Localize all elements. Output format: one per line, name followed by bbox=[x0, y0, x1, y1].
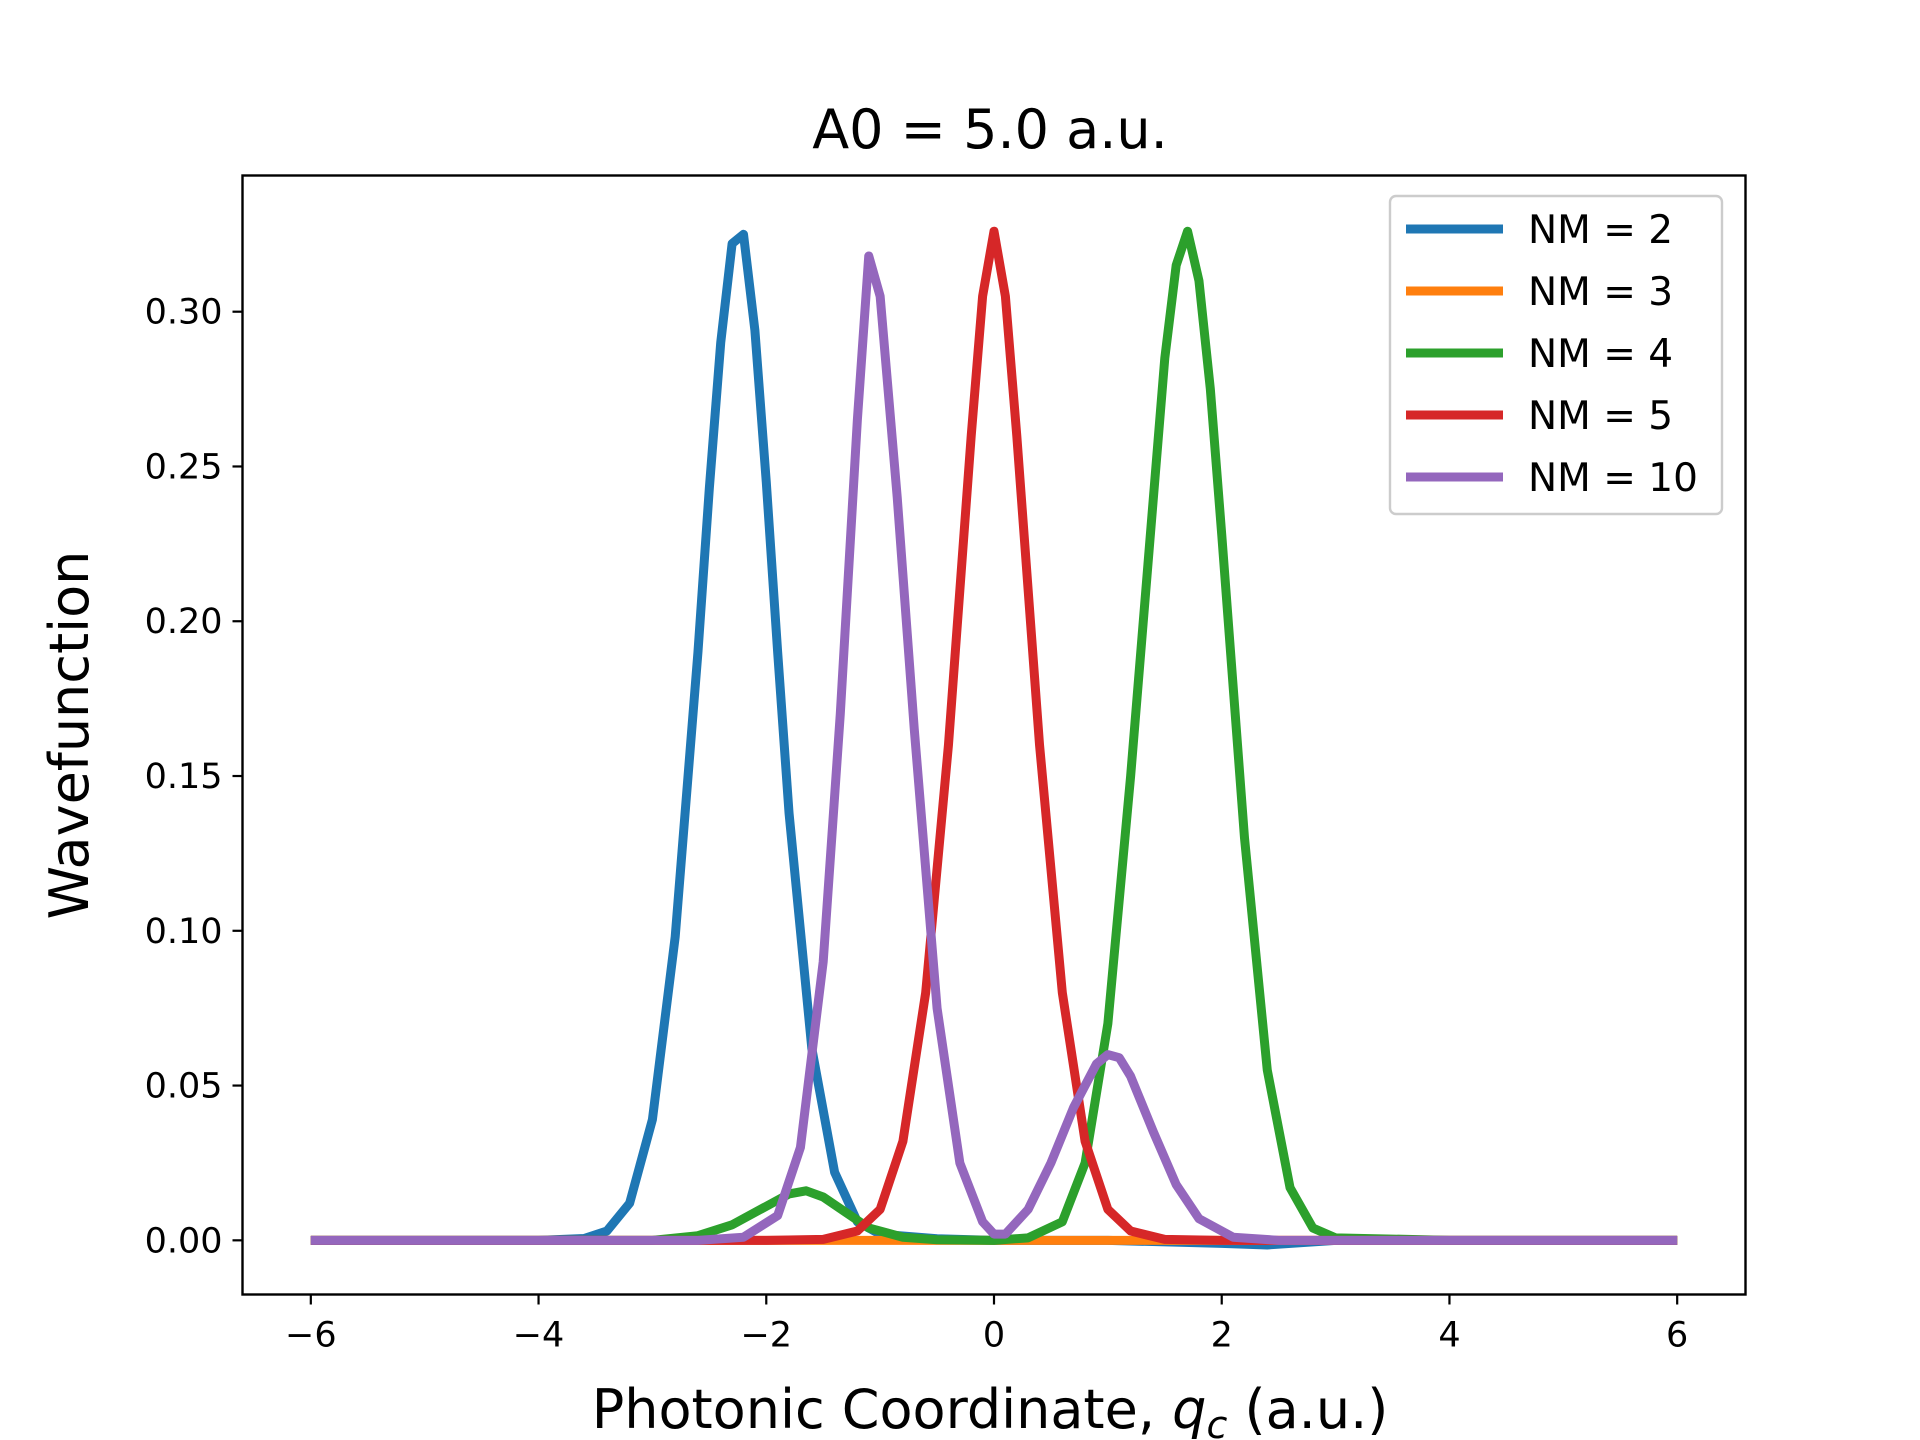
plot-lines bbox=[310, 226, 1678, 1250]
y-tick-label: 0.30 bbox=[145, 293, 223, 333]
legend-label-3: NM = 4 bbox=[1528, 332, 1673, 377]
legend-label-2: NM = 3 bbox=[1528, 270, 1673, 315]
legend: NM = 2 NM = 3 NM = 4 NM = 5 NM = 10 bbox=[1388, 194, 1724, 516]
x-tick-label: −6 bbox=[285, 1316, 337, 1356]
legend-label-1: NM = 2 bbox=[1528, 208, 1673, 253]
legend-frame bbox=[1388, 194, 1724, 516]
series-line-3 bbox=[310, 226, 1678, 1245]
x-tick-label: 2 bbox=[1211, 1316, 1233, 1356]
series-line-4 bbox=[310, 226, 1678, 1245]
y-axis-title: Wavefunction bbox=[38, 551, 101, 920]
x-tick-label: −4 bbox=[513, 1316, 565, 1356]
y-tick-label: 0.05 bbox=[145, 1067, 223, 1107]
legend-label-4: NM = 5 bbox=[1528, 394, 1673, 439]
chart-title: A0 = 5.0 a.u. bbox=[812, 98, 1168, 161]
legend-label-5: NM = 10 bbox=[1528, 456, 1698, 501]
series-line-5 bbox=[310, 251, 1678, 1245]
y-tick-label: 0.15 bbox=[145, 757, 223, 797]
y-tick-label: 0.25 bbox=[145, 447, 223, 487]
x-axis-title: Photonic Coordinate, qc (a.u.) bbox=[592, 1378, 1389, 1440]
x-tick-label: 6 bbox=[1666, 1316, 1688, 1356]
x-axis-title-unit: (a.u.) bbox=[1227, 1378, 1388, 1440]
x-axis-ticks: −6 −4 −2 0 2 4 6 bbox=[285, 1294, 1688, 1356]
x-axis-title-main: Photonic Coordinate, bbox=[592, 1378, 1172, 1440]
y-tick-label: 0.20 bbox=[145, 602, 223, 642]
x-tick-label: 4 bbox=[1438, 1316, 1460, 1356]
y-tick-label: 0.00 bbox=[145, 1221, 223, 1261]
x-axis-title-variable: q bbox=[1172, 1378, 1206, 1440]
x-axis-title-subscript: c bbox=[1206, 1403, 1227, 1440]
y-axis-ticks: 0.00 0.05 0.10 0.15 0.20 0.25 0.30 bbox=[145, 293, 243, 1261]
x-tick-label: 0 bbox=[983, 1316, 1005, 1356]
y-tick-label: 0.10 bbox=[145, 912, 223, 952]
x-tick-label: −2 bbox=[740, 1316, 792, 1356]
